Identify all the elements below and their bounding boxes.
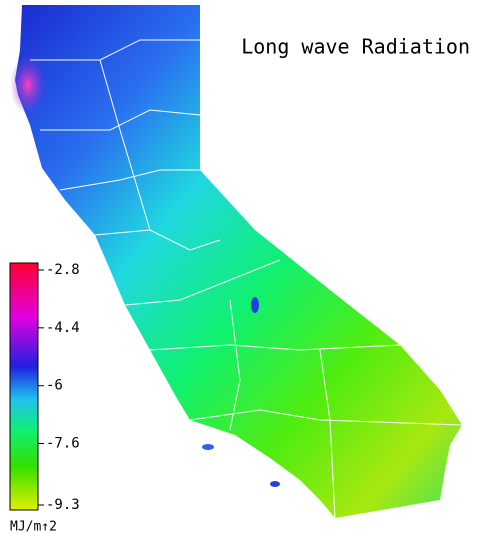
state-shape	[15, 5, 462, 518]
tick-label: -6	[46, 378, 63, 394]
colorbar: MJ/m↑2 -2.8 -4.4 -6 -7.6 -9.3	[9, 262, 80, 535]
tick-label: -4.4	[46, 320, 80, 336]
state-map	[10, 5, 463, 519]
tick-label: -9.3	[46, 497, 80, 513]
lake	[251, 297, 259, 313]
island	[270, 481, 280, 487]
map-title: Long wave Radiation	[241, 35, 470, 59]
tick-label: -2.8	[46, 262, 80, 278]
county-lines	[30, 39, 463, 519]
tick-label: -7.6	[46, 436, 80, 452]
colorbar-ramp	[9, 262, 39, 511]
colorbar-unit: MJ/m↑2	[10, 520, 57, 535]
island	[202, 444, 214, 450]
hot-spot	[10, 55, 46, 115]
